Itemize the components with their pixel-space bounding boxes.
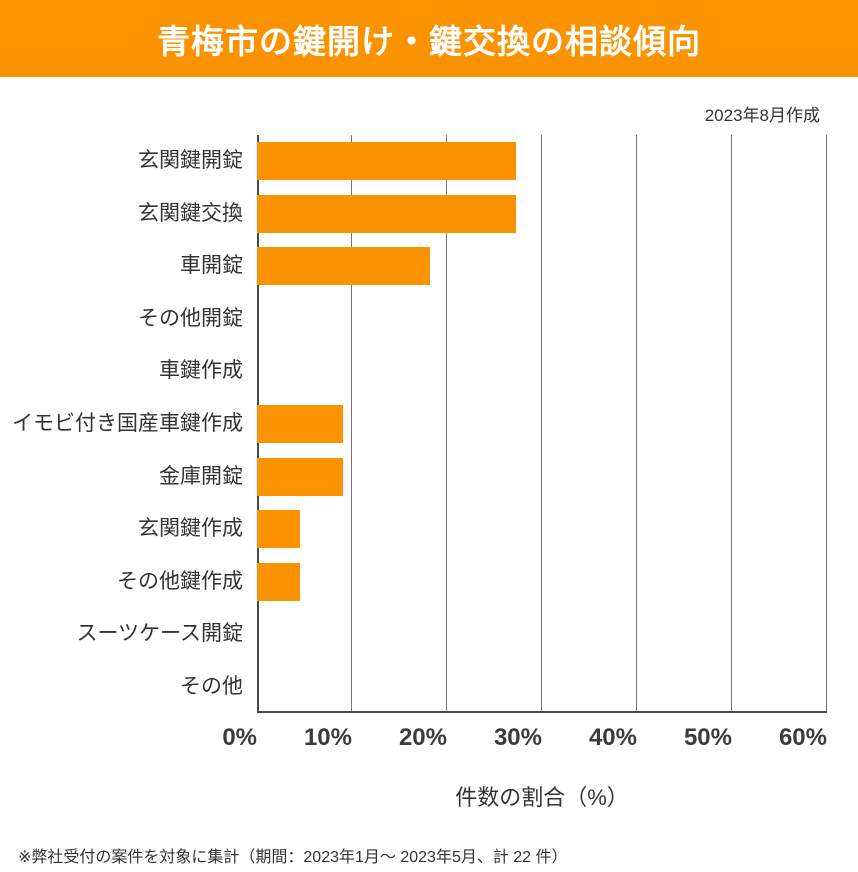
category-label: その他鍵作成: [117, 570, 243, 593]
category-label: 車開錠: [180, 254, 243, 277]
bar: [257, 405, 343, 443]
gridline: [446, 135, 447, 711]
category-label: 玄関鍵交換: [138, 202, 243, 225]
gridline: [351, 135, 352, 711]
bar: [257, 195, 516, 233]
gridline: [541, 135, 542, 711]
x-tick-label: 30%: [493, 724, 542, 751]
category-label: 金庫開錠: [159, 465, 243, 488]
x-tick-label: 0%: [222, 724, 257, 751]
bar: [257, 247, 430, 285]
bar: [257, 510, 300, 548]
gridline: [731, 135, 732, 711]
x-tick-label: 60%: [778, 724, 827, 751]
title-banner: 青梅市の鍵開け・鍵交換の相談傾向: [0, 0, 858, 77]
category-label: 玄関鍵開錠: [138, 149, 243, 172]
category-label: その他: [180, 675, 243, 698]
x-tick-label: 20%: [398, 724, 447, 751]
category-label: 車鍵作成: [159, 359, 243, 382]
footnote: ※弊社受付の案件を対象に集計（期間：2023年1月～ 2023年5月、計 22 …: [18, 849, 568, 866]
chart-title: 青梅市の鍵開け・鍵交換の相談傾向: [157, 22, 701, 60]
bar: [257, 458, 343, 496]
x-axis-label: 件数の割合（%）: [455, 785, 629, 810]
bar: [257, 142, 516, 180]
category-label: イモビ付き国産車鍵作成: [12, 412, 243, 435]
plot-area: [257, 135, 827, 713]
x-axis-ticks: 0% 10% 20% 30% 40% 50% 60%: [222, 724, 827, 754]
category-label: スーツケース開錠: [76, 622, 243, 645]
category-label: その他開錠: [138, 307, 243, 330]
category-label: 玄関鍵作成: [138, 517, 243, 540]
bar: [257, 563, 300, 601]
created-date-label: 2023年8月作成: [704, 106, 820, 125]
gridline: [826, 135, 827, 711]
x-tick-label: 40%: [588, 724, 637, 751]
x-tick-label: 10%: [303, 724, 352, 751]
gridline: [636, 135, 637, 711]
x-tick-label: 50%: [683, 724, 732, 751]
